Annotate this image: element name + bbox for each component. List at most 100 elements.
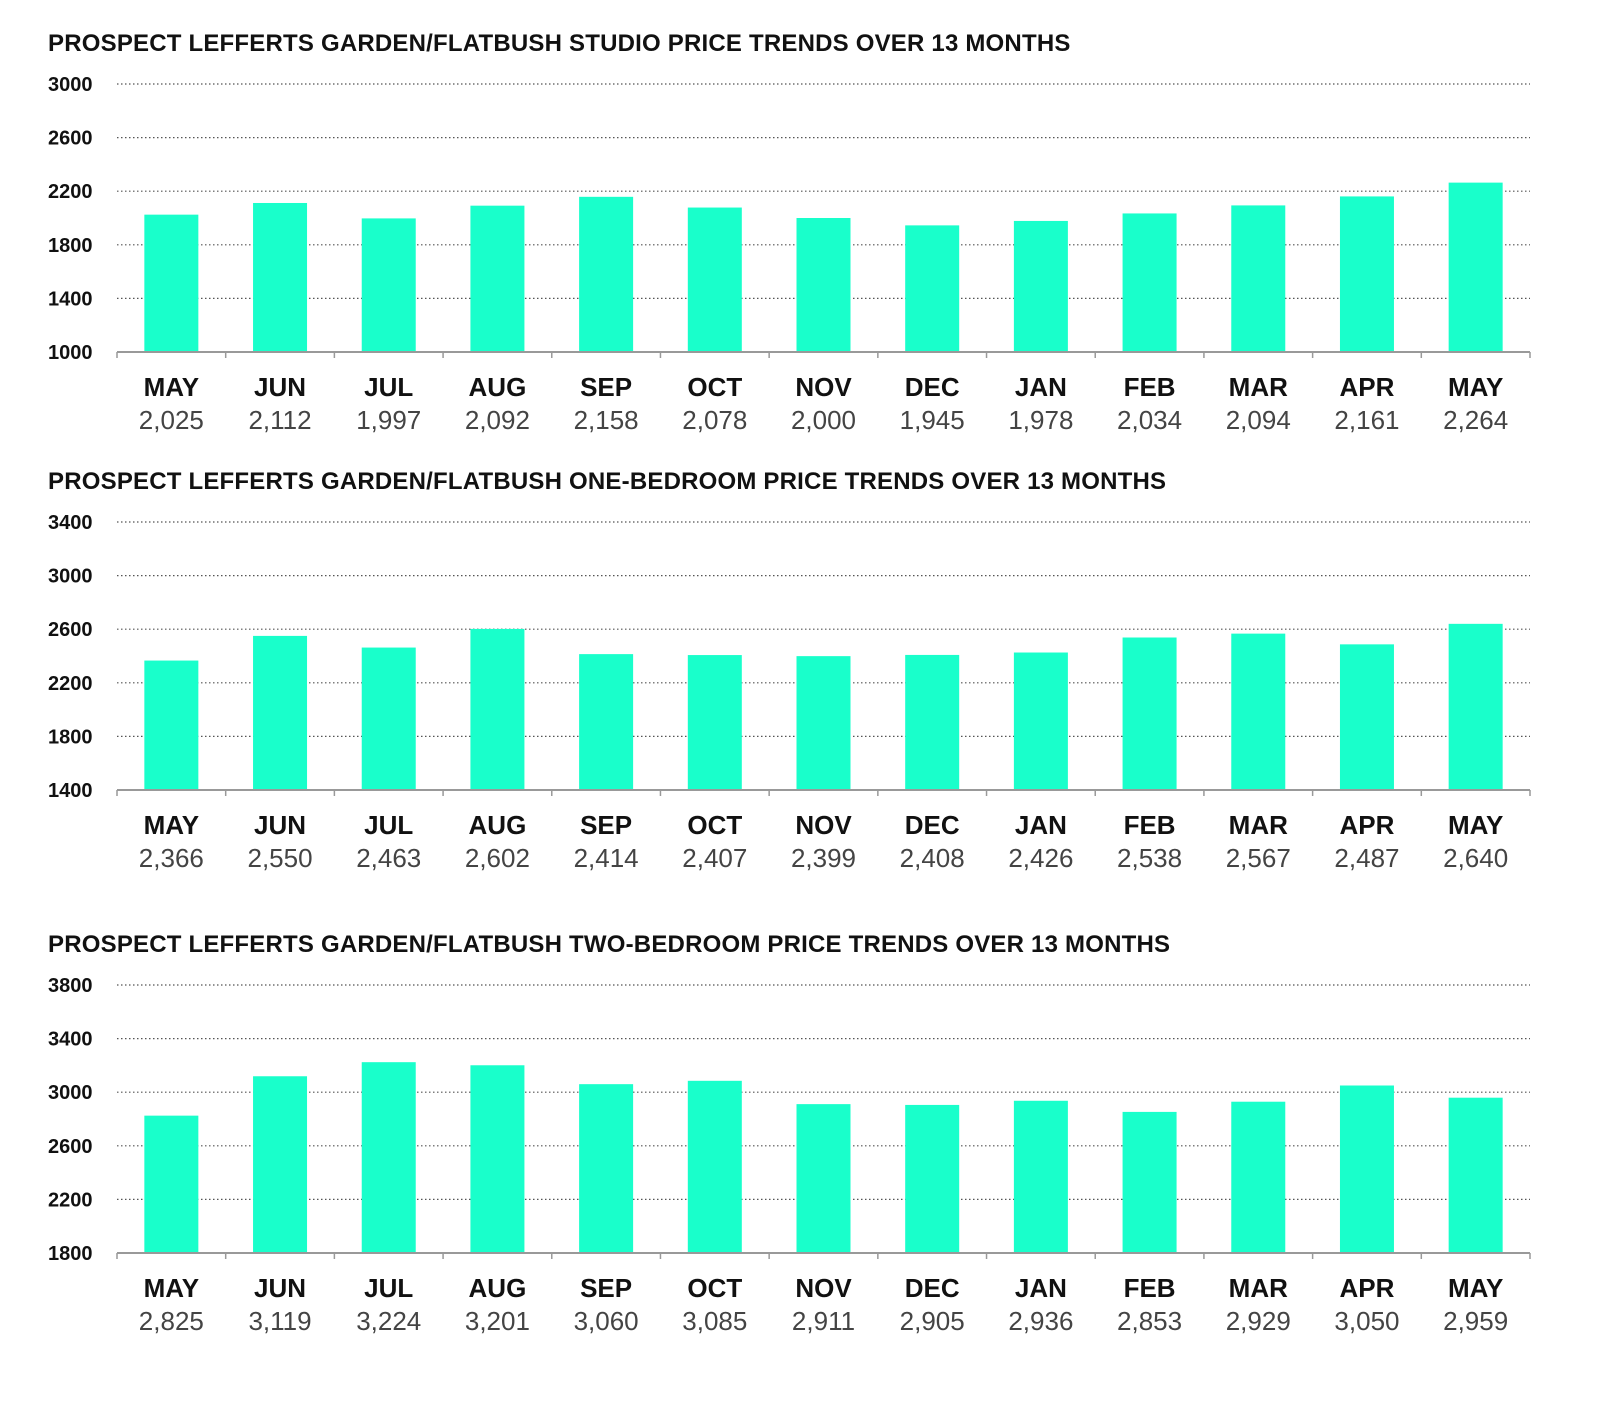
x-tick-label: JUN xyxy=(254,372,306,402)
data-label: 2,399 xyxy=(791,843,856,873)
two-bedroom-chart: PROSPECT LEFFERTS GARDEN/FLATBUSH TWO-BE… xyxy=(0,931,1600,1371)
x-tick-label: FEB xyxy=(1124,810,1176,840)
data-label: 2,640 xyxy=(1443,843,1508,873)
bar xyxy=(1122,213,1177,352)
x-tick-label: MAY xyxy=(144,810,199,840)
data-label: 1,978 xyxy=(1008,405,1073,435)
bar xyxy=(1122,1111,1177,1253)
y-tick-label: 3400 xyxy=(48,512,93,534)
bar xyxy=(579,654,634,790)
bar xyxy=(1448,182,1503,352)
x-tick-label: APR xyxy=(1340,1273,1395,1303)
x-tick-label: APR xyxy=(1340,810,1395,840)
x-tick-label: JAN xyxy=(1015,372,1067,402)
data-label: 2,407 xyxy=(682,843,747,873)
y-tick-label: 2200 xyxy=(48,673,93,695)
bar xyxy=(796,218,851,352)
data-label: 3,060 xyxy=(574,1306,639,1336)
bar xyxy=(253,1076,308,1253)
y-tick-label: 3000 xyxy=(48,74,93,96)
data-label: 2,414 xyxy=(574,843,639,873)
data-label: 2,929 xyxy=(1226,1306,1291,1336)
x-tick-label: MAR xyxy=(1229,1273,1288,1303)
studio-chart: PROSPECT LEFFERTS GARDEN/FLATBUSH STUDIO… xyxy=(0,30,1600,450)
y-tick-label: 2600 xyxy=(48,619,93,641)
x-tick-label: OCT xyxy=(687,1273,742,1303)
x-tick-label: NOV xyxy=(795,372,852,402)
bar xyxy=(905,1104,960,1253)
bar xyxy=(253,635,308,790)
bar xyxy=(1339,196,1394,352)
x-tick-label: AUG xyxy=(469,372,527,402)
bar xyxy=(1013,220,1068,352)
bar xyxy=(687,1080,742,1253)
x-tick-label: JAN xyxy=(1015,1273,1067,1303)
bar xyxy=(361,1062,416,1253)
x-tick-label: AUG xyxy=(469,1273,527,1303)
studio-chart-plot: 100014001800220026003000MAY2,025JUN2,112… xyxy=(48,74,1531,435)
x-tick-label: AUG xyxy=(469,810,527,840)
y-tick-label: 1800 xyxy=(48,1243,93,1265)
x-tick-label: APR xyxy=(1340,372,1395,402)
x-tick-label: DEC xyxy=(905,1273,960,1303)
bar xyxy=(144,660,199,790)
y-tick-label: 1800 xyxy=(48,726,93,748)
x-tick-label: JUL xyxy=(364,1273,413,1303)
y-tick-label: 3400 xyxy=(48,1029,93,1051)
data-label: 2,538 xyxy=(1117,843,1182,873)
y-tick-label: 3800 xyxy=(48,975,93,997)
data-label: 2,366 xyxy=(139,843,204,873)
x-tick-label: JAN xyxy=(1015,810,1067,840)
data-label: 3,050 xyxy=(1334,1306,1399,1336)
x-tick-label: NOV xyxy=(795,810,852,840)
bar xyxy=(470,205,525,352)
y-tick-label: 1800 xyxy=(48,235,93,257)
bar xyxy=(1339,644,1394,790)
bar xyxy=(470,1065,525,1253)
data-label: 2,487 xyxy=(1334,843,1399,873)
x-tick-label: SEP xyxy=(580,1273,632,1303)
x-tick-label: MAY xyxy=(1448,1273,1503,1303)
bar xyxy=(1448,1097,1503,1253)
y-tick-label: 3000 xyxy=(48,1082,93,1104)
data-label: 2,158 xyxy=(574,405,639,435)
bar xyxy=(579,1084,634,1253)
bar xyxy=(905,654,960,790)
data-label: 2,567 xyxy=(1226,843,1291,873)
one-bedroom-chart-plot: 140018002200260030003400MAY2,366JUN2,550… xyxy=(48,512,1531,873)
data-label: 2,550 xyxy=(247,843,312,873)
chart-title: PROSPECT LEFFERTS GARDEN/FLATBUSH TWO-BE… xyxy=(48,931,1171,958)
bar xyxy=(905,225,960,352)
y-tick-label: 2200 xyxy=(48,181,93,203)
data-label: 2,853 xyxy=(1117,1306,1182,1336)
x-tick-label: DEC xyxy=(905,810,960,840)
bar xyxy=(1231,205,1286,352)
one-bedroom-chart: PROSPECT LEFFERTS GARDEN/FLATBUSH ONE-BE… xyxy=(0,468,1600,898)
bar xyxy=(1231,633,1286,790)
bar xyxy=(796,656,851,790)
bar xyxy=(796,1104,851,1253)
data-label: 2,959 xyxy=(1443,1306,1508,1336)
data-label: 2,034 xyxy=(1117,405,1182,435)
x-tick-label: OCT xyxy=(687,810,742,840)
bar xyxy=(1448,623,1503,790)
data-label: 2,936 xyxy=(1008,1306,1073,1336)
x-tick-label: MAR xyxy=(1229,810,1288,840)
y-tick-label: 1400 xyxy=(48,288,93,310)
x-tick-label: MAY xyxy=(1448,810,1503,840)
data-label: 2,264 xyxy=(1443,405,1508,435)
x-tick-label: JUN xyxy=(254,1273,306,1303)
x-tick-label: MAR xyxy=(1229,372,1288,402)
bar xyxy=(144,1115,199,1253)
bar xyxy=(687,655,742,790)
data-label: 1,945 xyxy=(900,405,965,435)
two-bedroom-chart-plot: 180022002600300034003800MAY2,825JUN3,119… xyxy=(48,975,1531,1336)
data-label: 2,911 xyxy=(792,1306,855,1336)
data-label: 1,997 xyxy=(356,405,421,435)
bar xyxy=(144,214,199,352)
data-label: 2,000 xyxy=(791,405,856,435)
bar xyxy=(687,207,742,352)
x-tick-label: FEB xyxy=(1124,1273,1176,1303)
y-tick-label: 2600 xyxy=(48,128,93,150)
chart-title: PROSPECT LEFFERTS GARDEN/FLATBUSH STUDIO… xyxy=(48,30,1071,57)
